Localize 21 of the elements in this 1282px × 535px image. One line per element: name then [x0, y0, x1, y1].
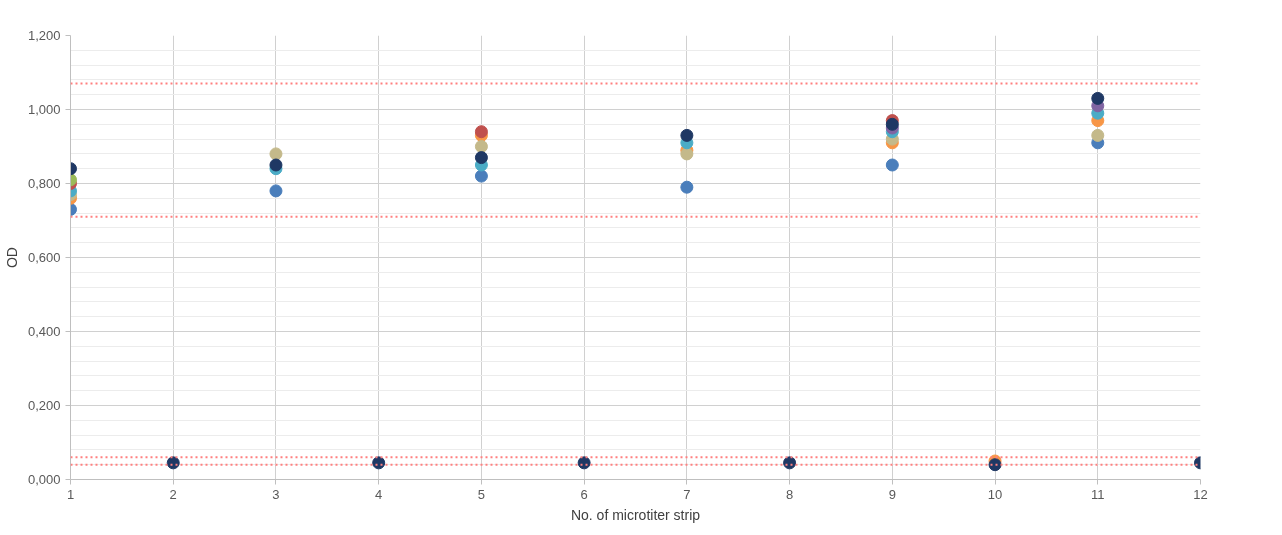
x-axis-title: No. of microtiter strip: [570, 506, 701, 523]
y-tick-label: 1,000: [27, 102, 61, 117]
x-tick-label: 9: [888, 486, 896, 502]
x-tick-label: 4: [375, 486, 383, 502]
x-tick-label: 7: [683, 486, 691, 502]
x-tick-label: 11: [1091, 486, 1105, 502]
x-tick-label: 8: [785, 486, 794, 502]
y-tick-label: 0,000: [27, 472, 61, 487]
y-tick-label: 0,400: [27, 324, 61, 339]
y-tick-label: 0,600: [27, 250, 61, 265]
x-tick-label: 2: [169, 486, 177, 502]
x-tick-label: 3: [272, 486, 280, 502]
x-tick-label: 1: [66, 486, 75, 502]
x-tick-label: 5: [477, 486, 486, 502]
y-axis-title: OD: [3, 247, 20, 268]
x-tick-label: 12: [1193, 486, 1208, 502]
x-tick-label: 10: [987, 486, 1003, 502]
y-tick-label: 0,200: [27, 398, 61, 413]
x-tick-label: 6: [580, 486, 588, 502]
y-tick-label: 1,200: [27, 28, 61, 43]
y-tick-label: 0,800: [27, 176, 61, 191]
